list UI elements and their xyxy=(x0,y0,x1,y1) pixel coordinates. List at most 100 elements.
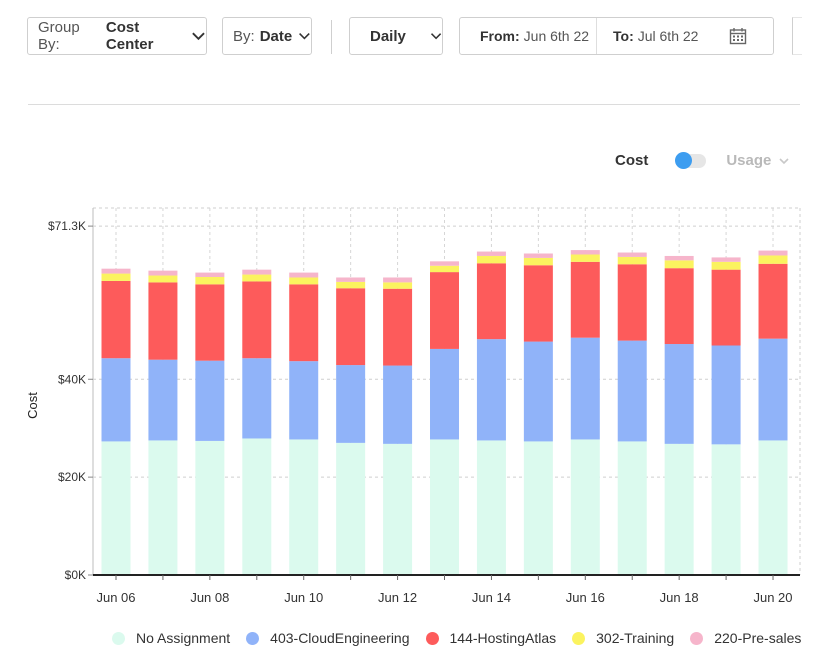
y-axis-label: Cost xyxy=(25,392,40,419)
legend-label: 220-Pre-sales xyxy=(714,630,802,646)
chevron-down-icon xyxy=(430,33,442,40)
bar-segment xyxy=(617,340,647,442)
y-tick-label: $20K xyxy=(58,470,86,484)
chart-legend: No Assignment 403-CloudEngineering 144-Hos… xyxy=(112,630,817,646)
legend-dot-icon xyxy=(572,631,586,645)
chevron-down-icon xyxy=(192,32,205,41)
bar-segment xyxy=(711,261,741,270)
bar-segment xyxy=(430,261,460,266)
bar-segment xyxy=(570,250,600,255)
legend-dot-icon xyxy=(112,631,125,645)
cost-label[interactable]: Cost xyxy=(615,152,649,169)
bar-segment xyxy=(523,253,553,258)
bar-segment xyxy=(289,272,319,278)
bar-segment xyxy=(101,441,131,575)
chevron-down-icon xyxy=(299,33,310,40)
bar-segment xyxy=(101,358,131,442)
from-value: Jun 6th 22 xyxy=(523,28,590,44)
x-tick-label: Jun 06 xyxy=(96,590,135,605)
by-value: Date xyxy=(259,27,293,45)
legend-label: 302-Training xyxy=(596,630,675,646)
legend-item[interactable]: 403-CloudEngineering xyxy=(246,630,410,646)
bar-segment xyxy=(570,439,600,575)
to-key: To: xyxy=(613,28,634,44)
bar-segment xyxy=(101,273,131,281)
usage-label[interactable]: Usage xyxy=(726,152,772,169)
bar-segment xyxy=(523,441,553,575)
bar-segment xyxy=(523,257,553,266)
bar-segment xyxy=(664,255,694,261)
bar-segment xyxy=(664,260,694,269)
granularity-dropdown[interactable]: Daily xyxy=(349,17,443,55)
bar-segment xyxy=(430,439,460,575)
bar-segment xyxy=(476,255,506,264)
group-by-key: Group By: xyxy=(38,19,80,53)
bar-segment xyxy=(711,269,741,346)
legend-item[interactable]: 220-Pre-sales xyxy=(690,630,801,646)
bar-segment xyxy=(289,439,319,575)
granularity-value: Daily xyxy=(370,27,406,45)
group-by-value: Cost Center xyxy=(105,19,154,53)
cost-usage-toggle: Cost Usage xyxy=(615,151,790,169)
by-key: By: xyxy=(233,27,255,45)
more-controls-edge[interactable] xyxy=(792,17,802,55)
cost-usage-switch[interactable] xyxy=(675,151,707,169)
legend-label: 403-CloudEngineering xyxy=(270,630,410,646)
bar-segment xyxy=(383,443,413,575)
x-tick-label: Jun 20 xyxy=(753,590,792,605)
legend-item[interactable]: 144-HostingAtlas xyxy=(425,630,557,646)
calendar-icon[interactable] xyxy=(729,27,747,45)
bar-segment xyxy=(664,443,694,575)
bar-segment xyxy=(711,444,741,575)
bar-segment xyxy=(289,277,319,285)
bar-segment xyxy=(570,261,600,338)
from-date-field[interactable]: From: Jun 6th 22 xyxy=(460,18,597,54)
bar-segment xyxy=(336,277,366,282)
bar-segment xyxy=(523,265,553,342)
bar-segment xyxy=(289,361,319,440)
bar-segment xyxy=(289,284,319,362)
y-tick-label: $40K xyxy=(58,372,86,386)
bar-segment xyxy=(101,268,131,274)
legend-dot-icon xyxy=(246,631,260,645)
chevron-down-icon[interactable] xyxy=(778,155,790,167)
bar-segment xyxy=(664,344,694,444)
bar-segment xyxy=(476,440,506,575)
legend-item[interactable]: No Assignment xyxy=(112,630,230,646)
date-range-picker[interactable]: From: Jun 6th 22 To: Jul 6th 22 xyxy=(459,17,774,55)
bar-segment xyxy=(758,250,788,256)
y-tick-label: $71.3K xyxy=(48,219,86,233)
legend-label: 144-HostingAtlas xyxy=(449,630,557,646)
bar-segment xyxy=(664,268,694,345)
section-divider xyxy=(28,104,800,105)
bar-segment xyxy=(711,257,741,262)
stacked-bar-chart: $0K $20K $40K $71.3K Jun 06 Jun 08 Jun 10 Jun 1… xyxy=(25,207,801,605)
group-by-dropdown[interactable]: Group By: Cost Center xyxy=(27,17,207,55)
bar-segment xyxy=(148,270,178,276)
legend-item[interactable]: 302-Training xyxy=(572,630,674,646)
bar-segment xyxy=(242,438,272,575)
bar-segment xyxy=(336,442,366,575)
bar-segment xyxy=(758,255,788,264)
bar-segment xyxy=(430,272,460,349)
x-tick-label: Jun 14 xyxy=(472,590,511,605)
x-tick-label: Jun 12 xyxy=(378,590,417,605)
bar-segment xyxy=(617,264,647,341)
bar-segment xyxy=(195,360,225,441)
bar-segment xyxy=(383,288,413,366)
x-tick-label: Jun 08 xyxy=(190,590,229,605)
bar-segment xyxy=(758,338,788,441)
bar-segment xyxy=(195,440,225,575)
bar-segment xyxy=(242,281,272,359)
x-tick-label: Jun 16 xyxy=(566,590,605,605)
bar-segment xyxy=(430,348,460,440)
from-key: From: xyxy=(480,28,520,44)
to-date-field[interactable]: To: Jul 6th 22 xyxy=(597,18,773,54)
bar-segment xyxy=(101,280,131,359)
by-dropdown[interactable]: By: Date xyxy=(222,17,312,55)
bar-segment xyxy=(383,277,413,283)
y-tick-label: $0K xyxy=(65,568,86,582)
x-tick-label: Jun 18 xyxy=(660,590,699,605)
bar-segment xyxy=(148,440,178,575)
legend-dot-icon xyxy=(690,631,704,645)
